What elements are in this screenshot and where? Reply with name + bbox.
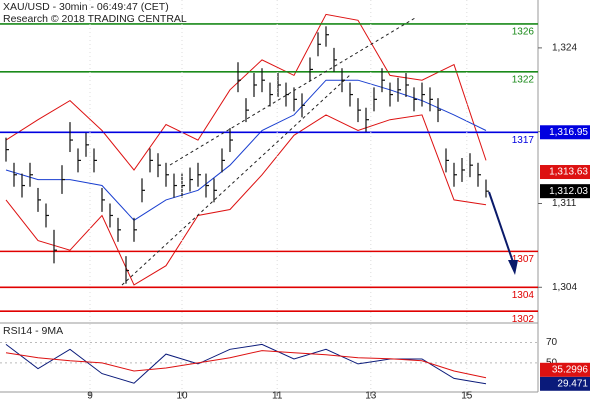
chart-title: XAU/USD - 30min - 06:49:47 (CET)	[3, 1, 169, 13]
price-marker-label: 1,316.95	[549, 127, 588, 138]
x-tick-label: 13	[365, 391, 377, 400]
x-tick-label: 9	[87, 391, 93, 400]
chart-subtitle: Research © 2018 TRADING CENTRAL	[3, 13, 187, 25]
forecast-arrowhead	[508, 260, 518, 275]
y-tick-label: 1,304	[552, 282, 577, 293]
rsi-marker-label: 35.2996	[552, 364, 589, 375]
level-label: 1304	[512, 290, 535, 301]
rsi-line	[5, 350, 487, 379]
y-tick-label: 1,311	[552, 198, 577, 209]
x-tick-label: 10	[176, 391, 188, 400]
forecast-arrow	[488, 191, 514, 263]
band-lower	[5, 114, 487, 286]
x-tick-label: 11	[272, 391, 283, 400]
price-marker	[540, 125, 590, 140]
price-marker-label: 1,313.63	[549, 167, 588, 178]
level-label: 1322	[512, 74, 535, 85]
level-label: 1307	[512, 254, 535, 265]
rsi-marker	[540, 362, 590, 377]
y-tick-label: 70	[546, 337, 558, 348]
price-marker	[540, 184, 590, 199]
y-tick-label: 1,324	[552, 43, 577, 54]
price-marker	[540, 165, 590, 180]
rsi-marker	[540, 376, 590, 391]
level-label: 1326	[512, 27, 535, 38]
level-label: 1317	[512, 135, 535, 146]
trend-line	[121, 74, 351, 286]
price-marker-label: 1,312.03	[549, 186, 588, 197]
rsi-title: RSI14 - 9MA	[3, 325, 63, 337]
level-label: 1302	[512, 314, 535, 325]
x-tick-label: 15	[461, 391, 473, 400]
rsi-marker-label: 29.471	[557, 378, 588, 389]
